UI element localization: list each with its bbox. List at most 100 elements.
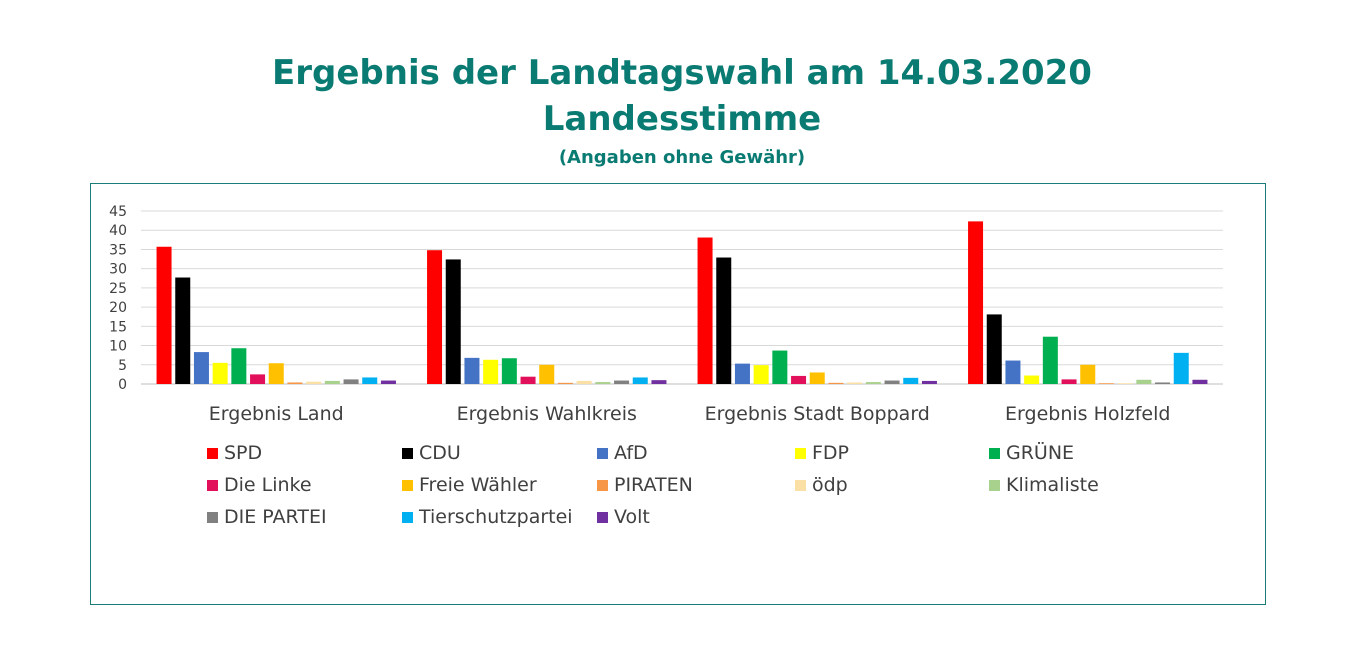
legend-swatch <box>207 511 218 523</box>
bar <box>576 380 592 384</box>
bar <box>828 382 844 384</box>
legend-label: DIE PARTEI <box>224 506 327 528</box>
bar <box>1117 383 1133 384</box>
bar <box>268 363 284 384</box>
bar <box>1061 379 1077 384</box>
bar <box>614 380 630 384</box>
legend-item: SPD <box>207 440 262 466</box>
legend-swatch <box>795 479 806 491</box>
bar <box>343 379 359 384</box>
y-tick-label: 45 <box>109 204 127 220</box>
bar <box>1024 375 1040 384</box>
y-tick-label: 20 <box>109 300 127 316</box>
bar <box>520 376 536 384</box>
legend-item: Klimaliste <box>989 472 1099 498</box>
legend-label: Freie Wähler <box>419 474 537 496</box>
bar <box>501 358 517 384</box>
bar <box>632 377 648 384</box>
bar <box>791 375 807 384</box>
y-tick-label: 0 <box>118 377 127 393</box>
legend-label: Volt <box>614 506 650 528</box>
bar <box>753 365 769 384</box>
legend-swatch <box>207 447 218 459</box>
legend-item: CDU <box>402 440 461 466</box>
bar <box>464 357 480 384</box>
bar <box>884 380 900 384</box>
legend-label: Die Linke <box>224 474 312 496</box>
x-category-label: Ergebnis Land <box>209 403 344 425</box>
bar <box>445 259 461 384</box>
y-tick-label: 25 <box>109 281 127 297</box>
legend-item: ödp <box>795 472 848 498</box>
legend-swatch <box>597 447 608 459</box>
bar <box>968 221 984 384</box>
legend-label: GRÜNE <box>1006 442 1075 464</box>
y-tick-label: 35 <box>109 242 127 258</box>
legend-item: Die Linke <box>207 472 312 498</box>
bar <box>772 350 788 384</box>
legend-label: AfD <box>614 442 648 464</box>
legend-swatch <box>402 447 413 459</box>
legend-label: ödp <box>812 474 848 496</box>
legend-label: Klimaliste <box>1006 474 1099 496</box>
bar <box>175 277 191 384</box>
y-tick-label: 30 <box>109 262 127 278</box>
legend-item: DIE PARTEI <box>207 504 327 530</box>
bar <box>483 359 499 384</box>
bar-chart: 0 5 10 15 20 25 30 35 40 45 Ergebnis Land Ergebnis … <box>109 204 1223 425</box>
legend-item: Volt <box>597 504 650 530</box>
legend-item: FDP <box>795 440 849 466</box>
chart-disclaimer: (Angaben ohne Gewähr) <box>558 147 806 168</box>
bar <box>1042 336 1058 384</box>
x-category-label: Ergebnis Holzfeld <box>1005 403 1170 425</box>
legend-label: SPD <box>224 442 263 464</box>
bar <box>903 377 919 384</box>
bar <box>557 382 573 384</box>
bar <box>156 246 172 384</box>
legend-swatch <box>207 479 218 491</box>
bar <box>1098 383 1114 384</box>
bar <box>734 363 750 384</box>
y-tick-label: 10 <box>109 339 127 355</box>
legend-label: FDP <box>812 442 850 464</box>
legend-swatch <box>402 479 413 491</box>
bar <box>306 381 322 384</box>
bar <box>809 372 825 384</box>
legend-item: Freie Wähler <box>402 472 537 498</box>
legend-item: PIRATEN <box>597 472 693 498</box>
y-tick-label: 15 <box>109 319 127 335</box>
legend-item: GRÜNE <box>989 440 1074 466</box>
bar <box>539 364 555 384</box>
legend-item: AfD <box>597 440 648 466</box>
chart-subtitle: Landesstimme <box>542 99 822 139</box>
bar <box>651 380 667 384</box>
bar <box>1136 379 1152 384</box>
bar <box>287 382 303 384</box>
bar <box>1155 382 1171 384</box>
bar <box>595 382 611 384</box>
chart-frame: 0 5 10 15 20 25 30 35 40 45 Ergebnis Land Ergebnis … <box>90 183 1266 605</box>
legend-swatch <box>989 447 1000 459</box>
bar <box>1005 360 1021 384</box>
legend-swatch <box>989 479 1000 491</box>
bar <box>921 380 937 384</box>
legend-label: CDU <box>419 442 461 464</box>
bar <box>697 237 713 384</box>
legend-label: Tierschutzpartei <box>419 506 573 528</box>
legend-swatch <box>795 447 806 459</box>
bar <box>1192 379 1208 384</box>
bar <box>865 382 881 384</box>
legend-item: Tierschutzpartei <box>402 504 573 530</box>
bar <box>231 348 247 384</box>
legend-swatch <box>597 479 608 491</box>
bar <box>362 377 378 384</box>
x-category-label: Ergebnis Wahlkreis <box>457 403 637 425</box>
y-tick-label: 40 <box>109 223 127 239</box>
y-tick-label: 5 <box>118 358 127 374</box>
bar <box>986 314 1002 384</box>
bar <box>193 352 209 384</box>
legend-swatch <box>597 511 608 523</box>
legend-swatch <box>402 511 413 523</box>
bar <box>250 374 266 384</box>
bar <box>1173 352 1189 384</box>
